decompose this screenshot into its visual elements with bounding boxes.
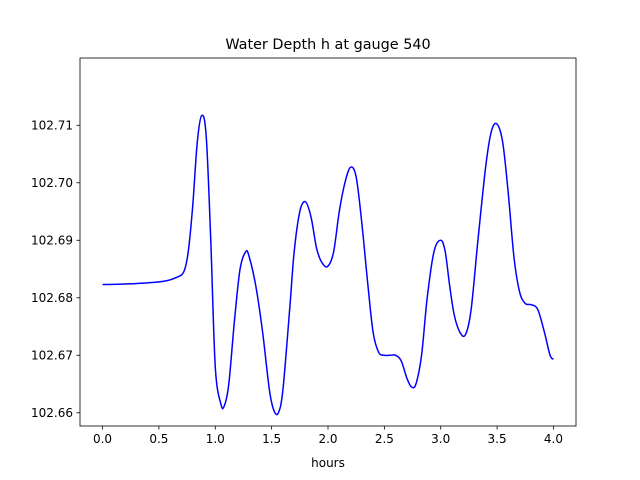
y-tick-label: 102.69 bbox=[31, 234, 73, 248]
x-axis-ticks: 0.0 0.5 1.0 1.5 2.0 2.5 3.0 3.5 4.0 bbox=[93, 426, 563, 446]
x-tick-label: 4.0 bbox=[544, 432, 563, 446]
y-tick-label: 102.70 bbox=[31, 176, 73, 190]
x-tick-label: 2.0 bbox=[318, 432, 337, 446]
x-tick-label: 1.5 bbox=[262, 432, 281, 446]
plot-area-frame bbox=[79, 57, 577, 427]
x-tick-label: 3.0 bbox=[431, 432, 450, 446]
chart-title: Water Depth h at gauge 540 bbox=[225, 37, 430, 53]
x-axis-label: hours bbox=[311, 456, 345, 470]
y-axis-ticks: 102.66 102.67 102.68 102.69 102.70 102.71 bbox=[31, 119, 80, 420]
x-tick-label: 3.5 bbox=[488, 432, 507, 446]
series-line bbox=[102, 114, 555, 416]
x-tick-label: 1.0 bbox=[206, 432, 225, 446]
x-tick-label: 2.5 bbox=[375, 432, 394, 446]
x-tick-label: 0.5 bbox=[149, 432, 168, 446]
y-tick-label: 102.71 bbox=[31, 119, 73, 133]
y-tick-label: 102.67 bbox=[31, 349, 73, 363]
y-tick-label: 102.68 bbox=[31, 291, 73, 305]
y-tick-label: 102.66 bbox=[31, 406, 73, 420]
x-tick-label: 0.0 bbox=[93, 432, 112, 446]
series-group bbox=[102, 114, 555, 416]
